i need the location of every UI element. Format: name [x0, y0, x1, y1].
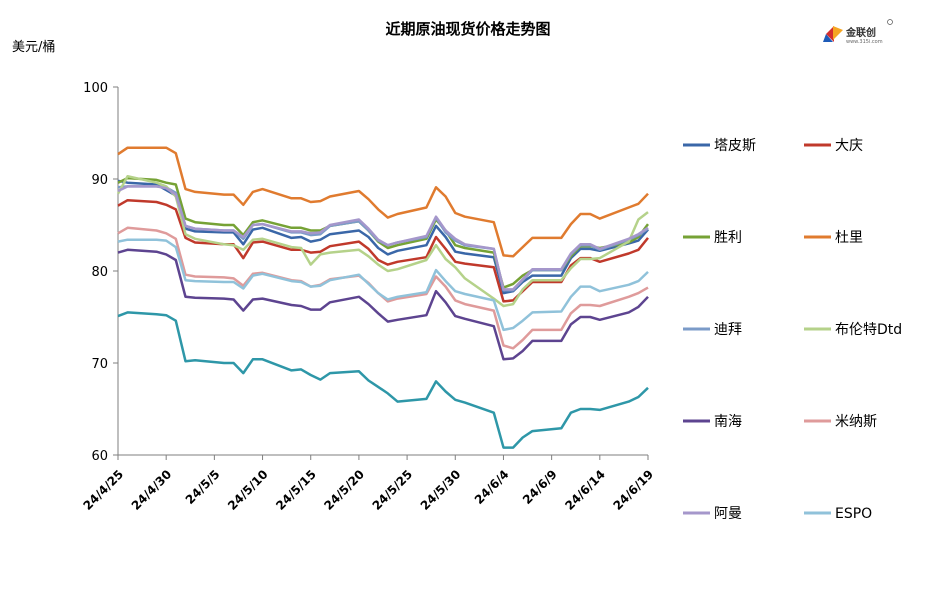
legend-label: 米纳斯 — [835, 414, 877, 430]
x-tick-label: 24/6/14 — [562, 467, 608, 513]
x-tick-label: 24/4/25 — [81, 467, 127, 513]
legend-item: 米纳斯 — [804, 414, 877, 430]
series-line-8 — [117, 185, 649, 291]
legend-label: 布伦特Dtd — [835, 322, 902, 338]
logo-name: 金联创 — [845, 26, 876, 39]
series-line-0 — [117, 179, 649, 295]
x-tick-label: 24/6/19 — [611, 467, 657, 513]
series-lines — [116, 146, 650, 449]
series-line-9 — [117, 238, 649, 332]
legend-item: 杜里 — [804, 230, 863, 246]
y-tick-label: 60 — [91, 449, 108, 464]
legend-label: 塔皮斯 — [714, 138, 756, 154]
logo-icon — [823, 26, 843, 42]
legend-item: 阿曼 — [683, 506, 742, 522]
legend-item: 大庆 — [804, 138, 863, 154]
y-axis-unit-label: 美元/桶 — [12, 40, 55, 55]
legend-item: ESPO — [804, 506, 872, 522]
legend-label: 胜利 — [714, 230, 742, 246]
legend-label: 南海 — [714, 414, 742, 430]
logo-url: www.315i.com — [846, 39, 883, 45]
legend-item: 塔皮斯 — [683, 138, 756, 154]
legend-label: 大庆 — [835, 138, 863, 154]
x-tick-label: 24/5/25 — [370, 467, 416, 513]
x-tick-label: 24/5/5 — [183, 467, 223, 507]
legend-item: 迪拜 — [683, 322, 742, 338]
y-tick-label: 80 — [91, 265, 108, 280]
legend-item: 布伦特Dtd — [804, 322, 902, 338]
registered-mark-icon — [887, 19, 893, 25]
x-tick-label: 24/5/20 — [321, 467, 367, 513]
x-tick-label: 24/5/30 — [418, 467, 464, 513]
legend-label: 阿曼 — [714, 506, 742, 522]
x-tick-label: 24/4/30 — [129, 467, 175, 513]
legend-item: 胜利 — [683, 230, 742, 246]
x-tick-label: 24/5/15 — [273, 467, 319, 513]
series-line-6 — [117, 248, 649, 361]
chart-title: 近期原油现货价格走势图 — [385, 20, 550, 38]
x-tick-label: 24/5/10 — [225, 467, 271, 513]
y-tick-label: 90 — [91, 173, 108, 188]
legend-label: 杜里 — [835, 230, 863, 246]
legend-item: 南海 — [683, 414, 742, 430]
brand-logo: 金联创 www.315i.com — [823, 19, 893, 45]
series-line-3 — [117, 146, 649, 258]
x-tick-label: 24/6/9 — [520, 467, 560, 507]
series-line-10 — [117, 311, 649, 449]
y-tick-label: 70 — [91, 357, 108, 372]
series-line-5 — [116, 174, 649, 308]
y-tick-label: 100 — [83, 81, 108, 96]
x-tick-label: 24/6/4 — [472, 467, 512, 507]
legend-label: 迪拜 — [714, 322, 742, 338]
legend-label: ESPO — [835, 506, 872, 522]
